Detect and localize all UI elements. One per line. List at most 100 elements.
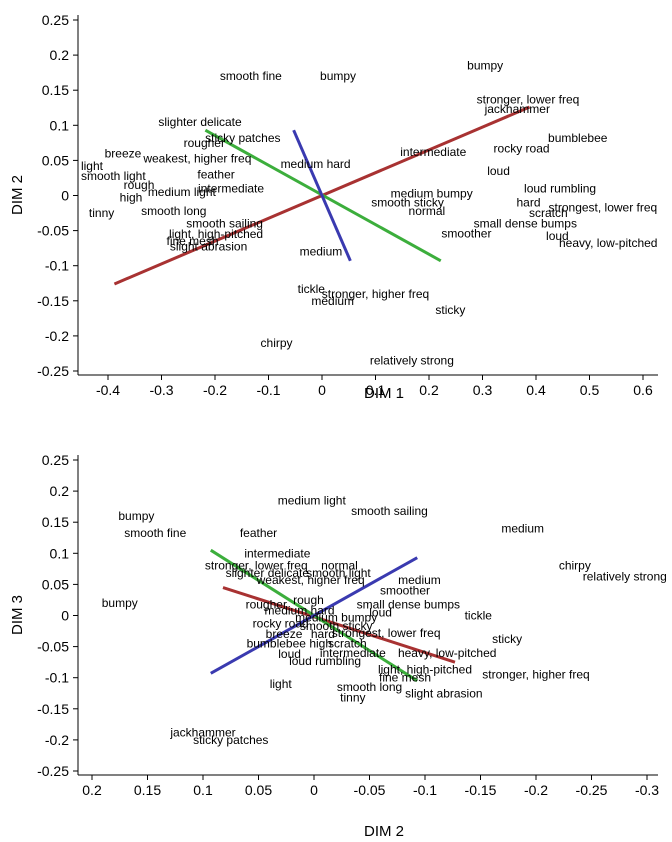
point-label: smooth sailing xyxy=(351,504,428,518)
y-tick-label: -0.15 xyxy=(37,293,69,309)
x-tick-label: 0 xyxy=(310,782,318,798)
point-label: breeze xyxy=(105,146,142,160)
point-label: loud xyxy=(278,647,301,661)
y-tick-label: 0.25 xyxy=(42,452,69,468)
x-tick-label: 0.3 xyxy=(473,382,493,398)
chart-panel-1: 0.25 0.2 0.15 0.1 0.05 0 -0.05 -0.1 -0.15 -0.2 -0.… xyxy=(9,12,658,402)
point-label: feather xyxy=(240,526,277,540)
point-label: medium bumpy xyxy=(295,610,377,624)
x-tick-label: 0.05 xyxy=(245,782,272,798)
x-tick-label: 0.1 xyxy=(366,382,386,398)
point-label: medium hard xyxy=(281,157,351,171)
point-label: sticky xyxy=(492,632,522,646)
point-label: intermediate xyxy=(320,646,386,660)
point-label: normal xyxy=(409,204,446,218)
x-tick-label: -0.4 xyxy=(96,382,120,398)
point-label: slight abrasion xyxy=(170,240,247,254)
vector-line xyxy=(292,129,352,262)
y-tick-label: -0.2 xyxy=(45,328,69,344)
point-label: medium light xyxy=(278,493,347,507)
vector-line xyxy=(210,556,418,675)
point-label: stronger, higher freq xyxy=(482,668,589,682)
point-label: relatively strong xyxy=(583,569,667,583)
point-label: fine mesh xyxy=(379,671,431,685)
point-label: intermediate xyxy=(244,546,310,560)
point-label: heavy, low-pitched xyxy=(559,236,658,250)
point-label: smooth sticky xyxy=(300,619,373,633)
point-label: high xyxy=(120,191,143,205)
point-label: slight abrasion xyxy=(405,686,482,700)
point-label: rocky road xyxy=(494,141,550,155)
y-tick-label: -0.1 xyxy=(45,670,69,686)
point-label: strongest, lower freq xyxy=(332,626,441,640)
x-axis-title: DIM 1 xyxy=(364,385,404,402)
point-label: smoother xyxy=(380,584,430,598)
vector-line xyxy=(222,586,456,664)
point-label: loud rumbling xyxy=(524,181,596,195)
x-tick-label: 0.2 xyxy=(82,782,102,798)
y-tick-label: 0 xyxy=(61,608,69,624)
point-label: intermediate xyxy=(198,181,264,195)
y-tick-label: 0.15 xyxy=(42,514,69,530)
point-label: smoother xyxy=(441,226,491,240)
y-tick-label: 0.05 xyxy=(42,152,69,168)
x-tick-label: 0.5 xyxy=(580,382,600,398)
x-tick-label: 0.1 xyxy=(193,782,213,798)
point-label: rougher xyxy=(246,597,287,611)
point-label: tinny xyxy=(89,206,114,220)
y-tick-label: 0.1 xyxy=(50,545,70,561)
y-tick-label: 0.2 xyxy=(50,483,70,499)
point-label: sticky xyxy=(435,303,465,317)
point-label: light xyxy=(270,677,293,691)
point-label: rougher xyxy=(184,136,225,150)
point-label: stronger, lower freq xyxy=(477,92,580,106)
point-label: smooth light xyxy=(306,566,371,580)
point-label: smooth long xyxy=(141,204,206,218)
x-tick-label: -0.05 xyxy=(354,782,386,798)
point-label: loud xyxy=(546,229,569,243)
point-label: smooth light xyxy=(81,169,146,183)
point-label: high xyxy=(309,636,332,650)
x-tick-label: -0.2 xyxy=(203,382,227,398)
x-tick-label: -0.15 xyxy=(465,782,497,798)
point-label: smooth long xyxy=(337,680,402,694)
point-label: intermediate xyxy=(400,145,466,159)
x-tick-label: 0 xyxy=(318,382,326,398)
y-tick-label: 0.1 xyxy=(50,117,70,133)
y-tick-label: 0.25 xyxy=(42,12,69,28)
y-tick-label: -0.1 xyxy=(45,258,69,274)
point-label: bumpy xyxy=(467,59,503,73)
point-label: rocky road xyxy=(253,617,309,631)
y-tick-label: -0.15 xyxy=(37,701,69,717)
x-tick-label: 0.6 xyxy=(633,382,653,398)
chart-panel-2: 0.25 0.2 0.15 0.1 0.05 0 -0.05 -0.1 -0.15 -0.2 -0.… xyxy=(9,452,667,840)
point-label: tickle xyxy=(298,282,326,296)
point-label: weakest, higher freq xyxy=(142,151,251,165)
point-label: medium light xyxy=(148,185,217,199)
point-label: sticky patches xyxy=(205,131,280,145)
point-label: bumblebee xyxy=(548,131,608,145)
point-label: bumpy xyxy=(118,509,154,523)
point-label: tinny xyxy=(340,691,365,705)
y-tick-label: 0 xyxy=(61,188,69,204)
y-tick-label: 0.05 xyxy=(42,576,69,592)
point-label: small dense bumps xyxy=(357,597,460,611)
x-tick-label: 0.4 xyxy=(526,382,546,398)
y-tick-label: -0.25 xyxy=(37,763,69,779)
point-label: chirpy xyxy=(559,559,591,573)
point-label: fine mesh xyxy=(167,234,219,248)
x-tick-label: 0.2 xyxy=(419,382,439,398)
x-tick-label: 0.15 xyxy=(134,782,161,798)
x-axis-title: DIM 2 xyxy=(364,823,404,840)
point-label: medium hard xyxy=(265,604,335,618)
point-label: rough xyxy=(293,593,324,607)
point-label: medium xyxy=(501,521,544,535)
point-label: weakest, higher freq xyxy=(256,573,365,587)
x-tick-label: -0.1 xyxy=(256,382,280,398)
point-label: bumpy xyxy=(102,596,138,610)
point-label: light xyxy=(81,159,104,173)
y-tick-label: 0.15 xyxy=(42,82,69,98)
point-label: chirpy xyxy=(261,336,293,350)
point-label: normal xyxy=(321,559,358,573)
